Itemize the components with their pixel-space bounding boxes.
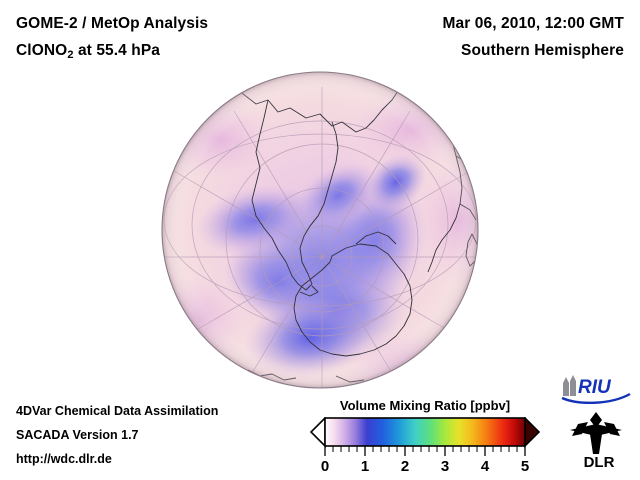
colorbar-tick-label: 4: [481, 458, 490, 473]
species-name: ClONO: [16, 42, 68, 59]
colorbar-tick-label: 3: [441, 458, 449, 473]
dlr-mark-icon: [570, 412, 622, 454]
footer-line-2: SACADA Version 1.7: [16, 428, 139, 442]
data-field: [162, 72, 478, 388]
globe-outline: [161, 71, 479, 389]
colorbar-scale: 0 1 2 3 4 5: [309, 417, 541, 473]
hemisphere-label: Southern Hemisphere: [461, 42, 624, 59]
footer-line-1: 4DVar Chemical Data Assimilation: [16, 404, 219, 418]
riu-swoosh-icon: [561, 392, 631, 405]
globe-map: [160, 70, 480, 390]
colorbar-tick-label: 1: [361, 458, 369, 473]
species-subscript: 2: [67, 49, 74, 61]
riu-logo: RIU: [561, 375, 631, 405]
footer-line-3: http://wdc.dlr.de: [16, 452, 112, 466]
pressure-level: at 55.4 hPa: [73, 42, 161, 59]
orthographic-projection: [161, 71, 479, 389]
colorbar-tick-labels: 0 1 2 3 4 5: [321, 458, 529, 473]
dlr-wordmark: DLR: [584, 454, 615, 470]
colorbar-over-arrow: [524, 417, 541, 448]
riu-wordmark: RIU: [578, 377, 612, 398]
colorbar-title: Volume Mixing Ratio [ppbv]: [339, 398, 511, 413]
page-title: GOME-2 / MetOp Analysis: [16, 15, 209, 32]
colorbar-tick-label: 0: [321, 458, 329, 473]
colorbar-under-arrow: [309, 417, 326, 448]
colorbar-gradient: [324, 417, 526, 447]
colorbar-tick-label: 5: [521, 458, 529, 473]
valid-time-label: Mar 06, 2010, 12:00 GMT: [442, 15, 624, 32]
colorbar-ticks: [324, 446, 526, 456]
dlr-logo: DLR: [570, 412, 622, 470]
species-level-label: ClONO2 at 55.4 hPa: [16, 42, 160, 61]
colorbar-tick-label: 2: [401, 458, 409, 473]
riu-towers-icon: [563, 375, 576, 396]
colorbar: Volume Mixing Ratio [ppbv]: [305, 398, 545, 473]
